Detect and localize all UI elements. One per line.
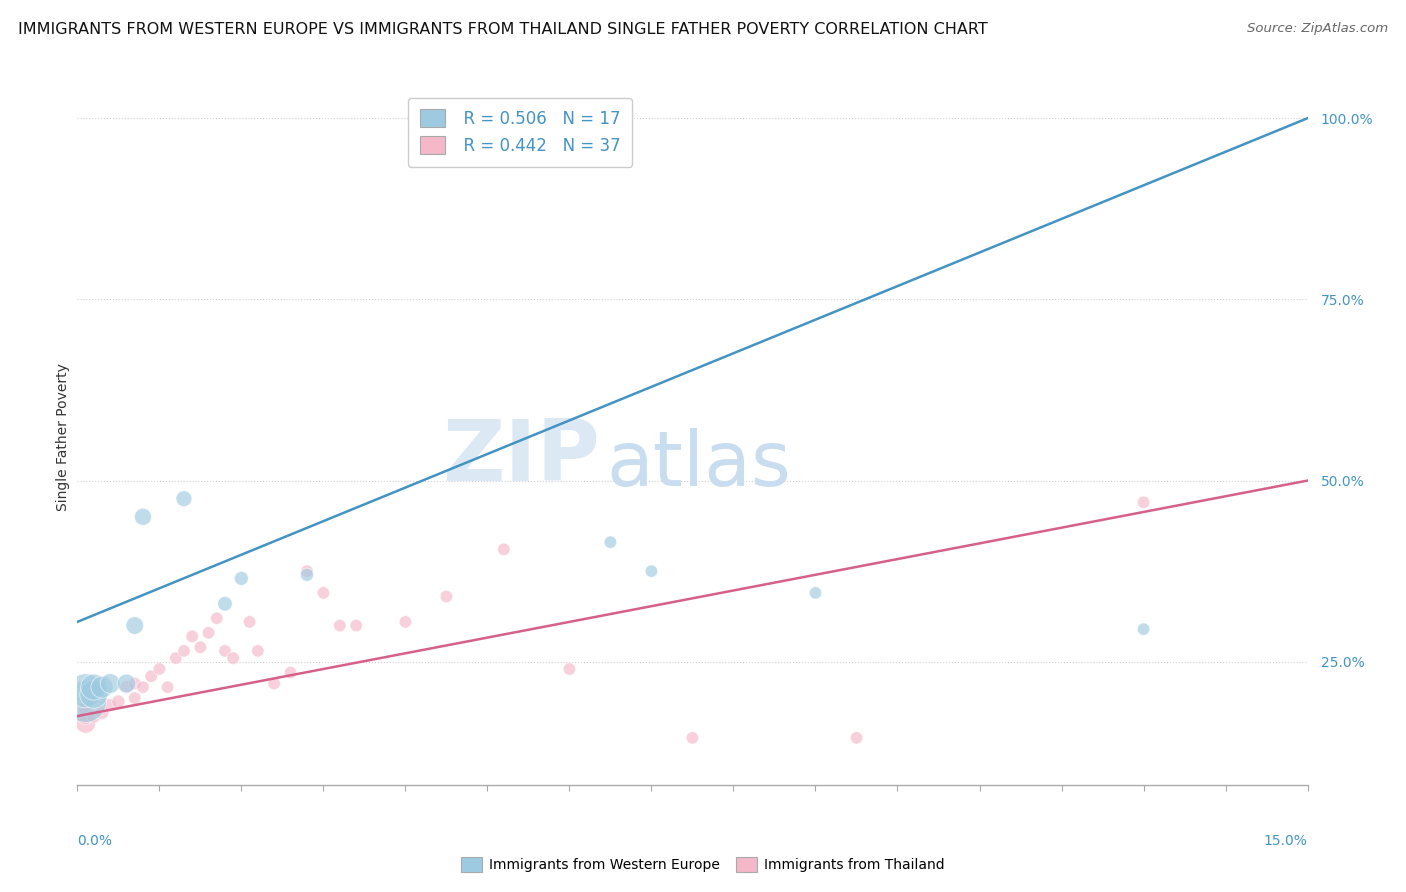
Legend:   R = 0.506   N = 17,   R = 0.442   N = 37: R = 0.506 N = 17, R = 0.442 N = 37 bbox=[408, 97, 633, 167]
Point bbox=[132, 509, 155, 524]
Point bbox=[263, 676, 285, 690]
Point bbox=[132, 680, 155, 694]
Point bbox=[90, 680, 114, 694]
Point bbox=[148, 662, 170, 676]
Point bbox=[804, 586, 827, 600]
Point bbox=[246, 644, 269, 658]
Point bbox=[75, 683, 97, 698]
Point bbox=[312, 586, 335, 600]
Point bbox=[173, 491, 195, 506]
Text: IMMIGRANTS FROM WESTERN EUROPE VS IMMIGRANTS FROM THAILAND SINGLE FATHER POVERTY: IMMIGRANTS FROM WESTERN EUROPE VS IMMIGR… bbox=[18, 22, 988, 37]
Point bbox=[124, 690, 146, 705]
Point bbox=[197, 625, 219, 640]
Text: ZIP: ZIP bbox=[443, 417, 600, 500]
Point bbox=[845, 731, 868, 745]
Point bbox=[231, 571, 253, 585]
Point bbox=[83, 709, 105, 723]
Point bbox=[98, 698, 121, 713]
Point bbox=[344, 618, 367, 632]
Point bbox=[83, 680, 105, 694]
Point bbox=[173, 644, 195, 658]
Point bbox=[75, 716, 97, 731]
Point bbox=[1132, 495, 1154, 509]
Point bbox=[75, 695, 97, 709]
Point bbox=[98, 676, 121, 690]
Point bbox=[394, 615, 416, 629]
Point bbox=[115, 676, 138, 690]
Point bbox=[682, 731, 704, 745]
Y-axis label: Single Father Poverty: Single Father Poverty bbox=[56, 363, 70, 511]
Point bbox=[75, 709, 97, 723]
Point bbox=[181, 629, 204, 643]
Point bbox=[214, 597, 236, 611]
Point bbox=[280, 665, 302, 680]
Point bbox=[205, 611, 228, 625]
Point bbox=[222, 651, 245, 665]
Legend: Immigrants from Western Europe, Immigrants from Thailand: Immigrants from Western Europe, Immigran… bbox=[456, 852, 950, 878]
Point bbox=[295, 567, 318, 582]
Point bbox=[436, 590, 458, 604]
Point bbox=[239, 615, 262, 629]
Point bbox=[156, 680, 179, 694]
Point bbox=[83, 687, 105, 701]
Point bbox=[90, 706, 114, 720]
Point bbox=[492, 542, 515, 557]
Point bbox=[640, 564, 662, 578]
Text: 15.0%: 15.0% bbox=[1264, 834, 1308, 847]
Point bbox=[165, 651, 187, 665]
Point bbox=[141, 669, 163, 683]
Point bbox=[75, 702, 97, 716]
Point bbox=[188, 640, 212, 655]
Point bbox=[329, 618, 352, 632]
Point bbox=[124, 618, 146, 632]
Point bbox=[214, 644, 236, 658]
Point bbox=[599, 535, 621, 549]
Point bbox=[124, 676, 146, 690]
Point bbox=[1132, 622, 1154, 636]
Text: Source: ZipAtlas.com: Source: ZipAtlas.com bbox=[1247, 22, 1388, 36]
Point bbox=[107, 695, 129, 709]
Text: atlas: atlas bbox=[606, 428, 792, 502]
Point bbox=[558, 662, 581, 676]
Point bbox=[115, 680, 138, 694]
Text: 0.0%: 0.0% bbox=[77, 834, 112, 847]
Point bbox=[295, 564, 318, 578]
